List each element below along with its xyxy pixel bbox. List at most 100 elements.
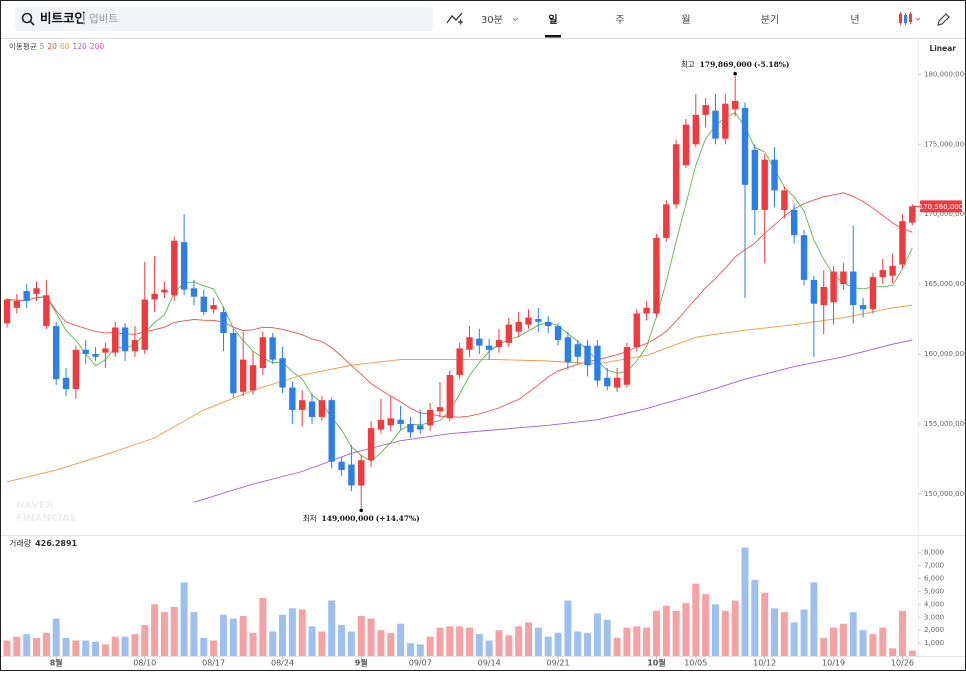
volume-bar [210,640,218,656]
candle-body [574,344,581,357]
x-tick-label: 10/12 [753,659,776,668]
ma-legend-entry: 60 [60,42,70,51]
candle-body [850,271,857,306]
tab[interactable]: 년 [850,14,859,26]
volume-bar [249,632,257,656]
candle-body [3,299,11,324]
ma-line [193,339,913,503]
volume-bar [839,623,847,656]
candle-body [663,204,670,238]
x-tick-label: 10/05 [684,659,707,668]
volume-bar [525,622,533,656]
volume-bar [859,630,867,656]
candle-body [377,419,385,430]
candle-body [702,105,709,115]
candle-body [279,358,286,388]
candle-body [397,419,404,424]
candle-body [180,242,188,290]
extreme-label: 최고 179,869,000 (-5.18%) [681,59,790,69]
volume-bar [662,605,670,656]
volume-bar [72,640,80,656]
volume-bar [387,632,395,656]
candle-body [62,377,70,389]
ma-line [6,192,913,418]
volume-bar [741,547,749,656]
volume-tick-label: 1,000 [924,639,944,647]
candle-body [594,345,601,381]
candle-body [692,114,699,145]
volume-bar [338,625,346,656]
volume-bar [780,612,788,656]
candle-body [830,271,837,303]
tab-underline [545,35,561,38]
volume-bar [82,640,90,656]
volume-bar [111,636,119,656]
candle-body [859,305,867,310]
candle-body [436,407,444,412]
volume-bar [259,597,267,656]
dropdown-arrow [512,17,519,22]
volume-bar [554,632,562,656]
volume-bar [377,630,385,656]
candle-body [417,425,424,430]
draw-button[interactable] [937,13,950,26]
volume-bar [751,579,759,656]
candle-type-button[interactable] [899,12,921,25]
volume-bar [219,614,227,656]
volume-bar [229,618,237,656]
volume-bar [584,632,592,656]
y-tick-label: 155,000,000 [924,420,966,428]
search-exchange: 업비트 [89,12,118,25]
x-tick-label: 08/10 [133,659,156,668]
tab[interactable]: 30분 [481,14,503,26]
candle-body [761,159,768,210]
candle-body [643,307,650,314]
tab[interactable]: 분기 [761,14,779,26]
search-box[interactable] [15,7,433,31]
scale-mode[interactable]: Linear [929,44,956,53]
x-tick-label: 10/19 [822,659,845,668]
candle-body [722,103,729,139]
volume-bar [180,582,188,656]
ma-legend-entry: 5 [40,42,45,51]
candle-body [112,327,119,353]
tab[interactable]: 월 [681,14,690,26]
volume-bar [515,626,523,656]
x-tick-label: 8월 [50,658,63,668]
volume-bar [131,634,139,656]
candle-body [604,377,611,387]
candle-body [869,277,877,310]
candle-body [682,124,690,166]
volume-bar [141,625,149,656]
y-tick-label: 180,000,000 [924,70,966,78]
candle-body [879,270,886,278]
tab[interactable]: 일 [548,13,557,26]
volume-bar [92,641,100,656]
volume-bar [357,615,365,656]
candle-body [407,423,414,433]
tab[interactable]: 주 [615,15,624,26]
volume-bar [574,631,582,656]
volume-title: 거래량 [9,538,32,548]
volume-bar [13,636,21,656]
ma-legend-entry: 120 [72,42,87,51]
volume-bar [534,627,542,656]
candle-body [200,296,207,313]
candle-body [171,240,178,296]
volume-bar [495,630,503,656]
volume-bar [643,627,651,656]
volume-bar [170,606,178,656]
volume-tick-label: 5,000 [924,587,944,595]
candle-body [289,387,296,410]
candle-body [102,348,109,353]
extreme-title: 최저 [303,513,317,523]
volume-bar [820,637,828,656]
volume-bar [347,631,355,656]
chart-style-button[interactable] [446,12,463,25]
volume-bar [830,627,838,656]
volume-bar [869,634,877,656]
candle-body [781,190,788,210]
candle-body [13,300,21,308]
volume-bar [908,650,916,656]
candle-body [161,289,168,293]
